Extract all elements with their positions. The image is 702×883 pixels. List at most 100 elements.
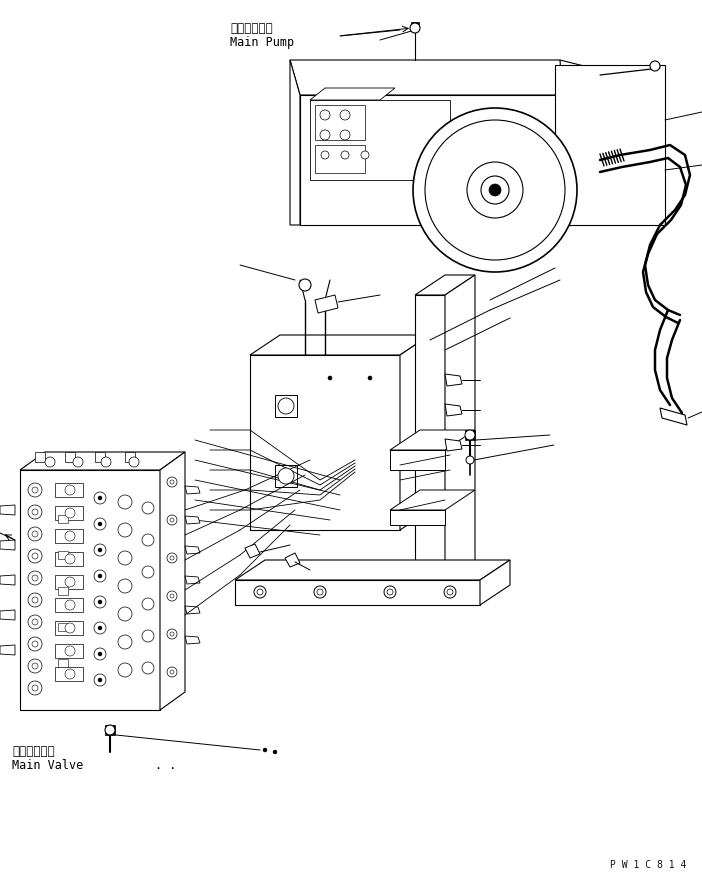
Polygon shape: [250, 335, 430, 355]
Circle shape: [32, 487, 38, 493]
Polygon shape: [35, 452, 45, 462]
Bar: [58, 659, 68, 667]
Bar: [58, 587, 68, 595]
Text: メインポンプ: メインポンプ: [230, 22, 273, 35]
Polygon shape: [445, 439, 462, 451]
Polygon shape: [390, 430, 475, 450]
Polygon shape: [0, 540, 15, 550]
Text: メインバルブ: メインバルブ: [12, 745, 55, 758]
Circle shape: [167, 515, 177, 525]
Polygon shape: [20, 470, 160, 710]
Circle shape: [28, 681, 42, 695]
Polygon shape: [555, 65, 665, 225]
Circle shape: [170, 632, 174, 636]
Circle shape: [410, 23, 420, 33]
Polygon shape: [445, 404, 462, 416]
Circle shape: [73, 457, 83, 467]
Circle shape: [28, 571, 42, 585]
Polygon shape: [250, 355, 400, 530]
Bar: [58, 551, 68, 559]
Circle shape: [32, 641, 38, 647]
Circle shape: [650, 61, 660, 71]
Circle shape: [45, 457, 55, 467]
Circle shape: [94, 570, 106, 582]
Polygon shape: [185, 486, 200, 494]
Polygon shape: [185, 546, 200, 554]
Polygon shape: [185, 576, 200, 584]
Circle shape: [320, 110, 330, 120]
Polygon shape: [235, 560, 510, 580]
Polygon shape: [65, 452, 75, 462]
Circle shape: [118, 663, 132, 677]
Polygon shape: [445, 275, 475, 590]
Circle shape: [167, 553, 177, 563]
Polygon shape: [95, 452, 105, 462]
Bar: [55, 506, 83, 520]
Polygon shape: [235, 580, 480, 605]
Circle shape: [65, 531, 75, 541]
Circle shape: [65, 600, 75, 610]
Bar: [315, 145, 365, 173]
Circle shape: [28, 483, 42, 497]
Circle shape: [314, 586, 326, 598]
Circle shape: [94, 596, 106, 608]
Polygon shape: [125, 452, 135, 462]
Circle shape: [65, 669, 75, 679]
Circle shape: [94, 544, 106, 556]
Circle shape: [481, 176, 509, 204]
Polygon shape: [400, 335, 430, 530]
Circle shape: [466, 456, 474, 464]
Circle shape: [142, 630, 154, 642]
Circle shape: [98, 652, 102, 656]
Circle shape: [32, 553, 38, 559]
Circle shape: [170, 480, 174, 484]
Circle shape: [321, 151, 329, 159]
Circle shape: [142, 598, 154, 610]
Bar: [55, 667, 83, 681]
Circle shape: [328, 376, 332, 380]
Circle shape: [28, 637, 42, 651]
Circle shape: [28, 593, 42, 607]
Bar: [275, 395, 297, 417]
Circle shape: [278, 398, 294, 414]
Polygon shape: [390, 490, 475, 510]
Circle shape: [413, 108, 577, 272]
Circle shape: [167, 629, 177, 639]
Circle shape: [65, 623, 75, 633]
Circle shape: [98, 548, 102, 552]
Circle shape: [425, 120, 565, 260]
Bar: [275, 465, 297, 487]
Circle shape: [278, 468, 294, 484]
Circle shape: [94, 648, 106, 660]
Circle shape: [273, 750, 277, 754]
Circle shape: [254, 586, 266, 598]
Circle shape: [94, 674, 106, 686]
Bar: [58, 623, 68, 631]
Circle shape: [32, 685, 38, 691]
Polygon shape: [160, 452, 185, 710]
Circle shape: [118, 607, 132, 621]
Bar: [411, 22, 419, 28]
Circle shape: [257, 589, 263, 595]
Circle shape: [118, 523, 132, 537]
Polygon shape: [0, 505, 15, 515]
Circle shape: [317, 589, 323, 595]
Polygon shape: [315, 295, 338, 313]
Circle shape: [142, 662, 154, 674]
Circle shape: [384, 586, 396, 598]
Polygon shape: [185, 606, 200, 614]
Polygon shape: [390, 450, 445, 470]
Polygon shape: [285, 553, 300, 567]
Circle shape: [118, 579, 132, 593]
Polygon shape: [660, 408, 687, 425]
Polygon shape: [415, 275, 475, 295]
Circle shape: [94, 622, 106, 634]
Circle shape: [142, 566, 154, 578]
Text: Main Pump: Main Pump: [230, 36, 294, 49]
Circle shape: [98, 574, 102, 578]
Bar: [105, 725, 115, 735]
Circle shape: [341, 151, 349, 159]
Bar: [55, 552, 83, 566]
Circle shape: [65, 554, 75, 564]
Polygon shape: [20, 452, 185, 470]
